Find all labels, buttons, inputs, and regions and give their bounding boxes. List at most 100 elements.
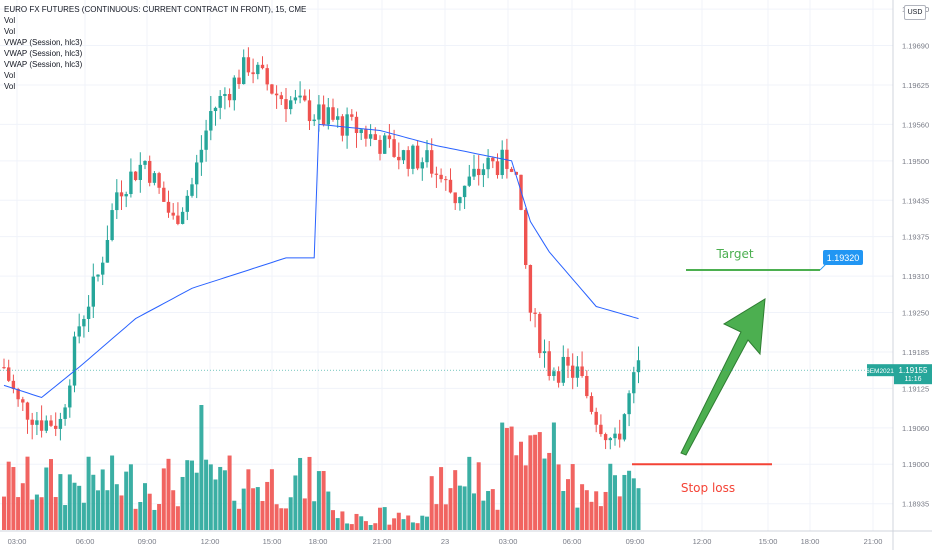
volume-bar [227, 455, 232, 530]
volume-bar [378, 507, 382, 530]
volume-bar [143, 483, 147, 530]
candle [401, 149, 406, 164]
volume-bar [255, 487, 260, 530]
volume-bar [448, 488, 453, 530]
volume-bar [359, 516, 364, 530]
candle-body [458, 197, 462, 204]
candle-body [115, 192, 119, 211]
candle-body [251, 72, 255, 75]
candle-body [599, 424, 603, 435]
candle-body [129, 171, 133, 195]
candle-body [242, 57, 246, 85]
volume-bar [387, 524, 392, 530]
up-arrow[interactable] [680, 298, 766, 456]
target-tag-pointer [819, 263, 827, 271]
candle-body [260, 64, 265, 69]
volume-bar [434, 504, 439, 530]
currency-button[interactable]: USD [904, 5, 926, 20]
candle-body [505, 149, 509, 169]
candle-body [533, 312, 537, 314]
volume-bar [495, 509, 500, 530]
candle [199, 135, 204, 176]
volume-bar [175, 506, 180, 530]
volume-bar [575, 507, 580, 530]
volume-bar [34, 494, 39, 530]
candle [171, 203, 175, 220]
volume-bar [307, 456, 312, 530]
volume-bar [410, 522, 415, 530]
candle [354, 111, 359, 148]
volume-bar [613, 475, 617, 530]
legend-line-vol-2: Vol [4, 27, 16, 36]
candle [265, 64, 269, 91]
volume-bar [472, 493, 476, 530]
volume-bar [260, 501, 265, 530]
volume-bar [128, 464, 133, 530]
volume-bar [49, 459, 53, 530]
candle [35, 411, 39, 436]
candle-body [11, 380, 16, 389]
volume-bar [246, 469, 251, 530]
candle-body [580, 366, 584, 376]
legend-line-vwap-2: VWAP (Session, hlc3) [4, 49, 83, 58]
candle [571, 353, 575, 390]
candle [477, 155, 481, 186]
candle-body [162, 187, 166, 202]
candle [575, 356, 580, 387]
candle [251, 58, 255, 84]
candle-body [180, 211, 185, 224]
candle-body [552, 371, 556, 377]
candle-body [232, 77, 236, 101]
legend-line-vol-4: Vol [4, 82, 16, 91]
volume-bar [467, 456, 472, 530]
volume-bar [584, 490, 589, 530]
candle [44, 415, 48, 434]
time-tick-label: 03:00 [8, 537, 27, 546]
candle [425, 139, 429, 168]
candle [599, 414, 603, 437]
candle-body [566, 356, 570, 366]
volume-bar [392, 518, 397, 530]
candle [618, 419, 622, 448]
volume-bar [251, 488, 256, 530]
candle-body [166, 201, 171, 213]
candle [293, 89, 298, 104]
time-tick-label: 18:00 [801, 537, 820, 546]
candle [185, 190, 189, 221]
volume-bar [204, 459, 209, 530]
candle-body [434, 173, 439, 175]
candle [227, 88, 232, 108]
time-tick-label: 06:00 [563, 537, 582, 546]
time-tick-label: 15:00 [263, 537, 282, 546]
candle-body [575, 366, 580, 378]
candle [533, 308, 537, 328]
price-tick-label: 1.19560 [902, 120, 929, 129]
candle-body [16, 388, 20, 400]
price-tick-label: 1.19690 [902, 42, 929, 51]
candle [368, 124, 373, 147]
candle [387, 124, 392, 148]
legend-line-vol-3: Vol [4, 71, 16, 80]
volume-bar [100, 469, 105, 530]
price-tick-label: 1.19125 [902, 384, 929, 393]
volume-bar [533, 434, 538, 530]
candle-body [618, 433, 622, 440]
volume-bar [354, 513, 359, 530]
candle [223, 87, 227, 110]
candle [491, 156, 495, 169]
volume-bar [133, 508, 138, 530]
volume-bar [302, 498, 307, 530]
volume-bar [439, 467, 444, 530]
volume-bar [509, 426, 514, 530]
volume-bar [490, 489, 495, 530]
volume-bar [443, 504, 448, 530]
candle [312, 114, 316, 126]
candle-body [119, 192, 124, 197]
volume-bar [269, 469, 274, 530]
vwap-line [3, 123, 639, 399]
candle-body [204, 130, 208, 150]
candle-body [312, 119, 316, 122]
candle [636, 346, 641, 384]
symbol-tag [867, 364, 894, 377]
